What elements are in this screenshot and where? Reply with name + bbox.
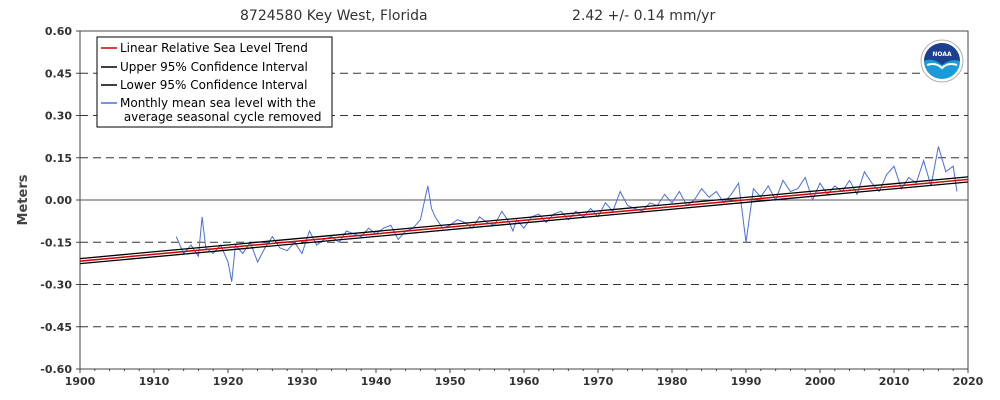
legend-label: Monthly mean sea level with the xyxy=(120,96,316,110)
x-tick-label: 1960 xyxy=(509,375,540,388)
y-tick-label: 0.60 xyxy=(45,25,72,38)
x-tick-label: 2020 xyxy=(953,375,984,388)
y-tick-label: 0.00 xyxy=(45,194,72,207)
noaa-logo-text: NOAA xyxy=(932,51,952,58)
y-tick-label: -0.30 xyxy=(40,279,72,292)
x-tick-label: 1900 xyxy=(65,375,96,388)
series-layer xyxy=(79,146,969,282)
series-upper-ci xyxy=(79,176,969,260)
series-lower-ci xyxy=(79,181,969,265)
x-axis-ticks: 1900 1910 1920 1930 1940 1950 1960 1970 1980 1990… xyxy=(65,369,984,388)
legend: Linear Relative Sea Level Trend Upper 95%… xyxy=(96,36,333,128)
y-axis-ticks: 0.60 0.45 0.30 0.15 0.00 -0.15 -0.30 -0.45 -0.60 xyxy=(40,25,80,376)
x-tick-label: 1980 xyxy=(657,375,688,388)
x-tick-label: 1910 xyxy=(139,375,170,388)
chart-title: 8724580 Key West, Florida xyxy=(240,8,428,24)
series-linear-trend xyxy=(79,178,969,262)
noaa-logo-icon: NOAA xyxy=(920,39,964,83)
y-tick-label: 0.15 xyxy=(45,152,72,165)
x-tick-label: 2000 xyxy=(805,375,836,388)
x-tick-label: 1950 xyxy=(435,375,466,388)
x-tick-label: 1940 xyxy=(361,375,392,388)
y-tick-label: -0.45 xyxy=(40,321,72,334)
x-tick-label: 1990 xyxy=(731,375,762,388)
legend-label: Linear Relative Sea Level Trend xyxy=(120,41,308,55)
y-tick-label: -0.15 xyxy=(40,236,72,249)
trend-label: 2.42 +/- 0.14 mm/yr xyxy=(572,8,715,24)
x-tick-label: 1920 xyxy=(213,375,244,388)
legend-label: Upper 95% Confidence Interval xyxy=(120,60,308,74)
legend-label: Lower 95% Confidence Interval xyxy=(120,78,308,92)
legend-label: average seasonal cycle removed xyxy=(120,110,321,124)
y-tick-label: 0.30 xyxy=(45,110,72,123)
x-tick-label: 2010 xyxy=(879,375,910,388)
legend-box xyxy=(96,36,333,128)
y-tick-label: 0.45 xyxy=(45,67,72,80)
x-tick-label: 1930 xyxy=(287,375,318,388)
x-tick-label: 1970 xyxy=(583,375,614,388)
y-axis-label: Meters xyxy=(16,174,31,225)
y-tick-label: -0.60 xyxy=(40,363,72,376)
